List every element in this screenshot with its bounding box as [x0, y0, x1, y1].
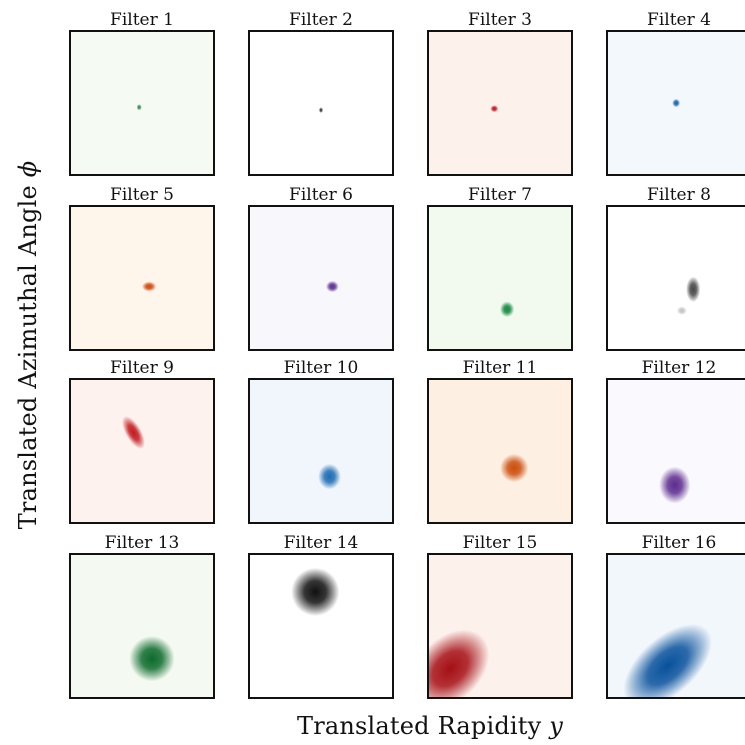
filter-activation-blob — [672, 98, 681, 108]
filter-panel — [606, 378, 745, 524]
filter-panel — [69, 30, 215, 176]
filter-panel — [248, 205, 394, 351]
panel-title: Filter 12 — [641, 358, 717, 378]
filter-activation-blob — [122, 416, 145, 449]
filter-panel — [69, 205, 215, 351]
panel-title: Filter 7 — [468, 185, 532, 205]
filter-activation-blob — [318, 463, 341, 490]
heatmap-svg — [500, 453, 529, 483]
filter-panel — [606, 553, 745, 699]
heatmap-svg — [122, 416, 145, 449]
filter-activation-blob — [490, 105, 499, 113]
panel-title: Filter 3 — [468, 10, 532, 30]
heatmap-svg — [500, 301, 515, 318]
panel-title: Filter 8 — [647, 185, 711, 205]
heatmap-svg — [659, 466, 691, 504]
panel-title: Filter 1 — [110, 10, 174, 30]
panel-title: Filter 4 — [647, 10, 711, 30]
panel-title: Filter 2 — [289, 10, 353, 30]
x-axis-label: Translated Rapidity y — [0, 712, 745, 740]
filter-activation-blob — [659, 466, 691, 504]
heatmap-svg — [325, 280, 339, 293]
x-axis-label-text: Translated Rapidity — [296, 712, 542, 740]
filter-panel — [427, 553, 573, 699]
filter-activation-blob — [429, 629, 490, 697]
filter-activation-blob — [623, 623, 713, 697]
heatmap-svg — [136, 104, 142, 111]
panel-title: Filter 5 — [110, 185, 174, 205]
filter-panel — [427, 30, 573, 176]
filter-panel — [69, 378, 215, 524]
heatmap-svg — [291, 567, 340, 617]
heatmap-svg — [318, 463, 341, 490]
heatmap-svg — [676, 276, 701, 315]
panel-title: Filter 11 — [462, 358, 538, 378]
filter-panel — [606, 30, 745, 176]
heatmap-svg — [623, 623, 713, 697]
filter-activation-blob — [129, 635, 175, 682]
filter-activation-blob — [686, 276, 701, 303]
filter-panel — [606, 205, 745, 351]
panel-title: Filter 16 — [641, 533, 717, 553]
filter-activation-blob — [500, 301, 515, 318]
filter-panel — [248, 553, 394, 699]
y-axis-label-symbol: ϕ — [14, 160, 42, 178]
filter-activation-blob — [500, 453, 529, 483]
filter-activation-blob — [142, 281, 157, 292]
panel-title: Filter 13 — [104, 533, 180, 553]
y-axis-label-text: Translated Azimuthal Angle — [14, 185, 42, 530]
heatmap-svg — [142, 281, 157, 292]
filter-panel — [427, 205, 573, 351]
heatmap-svg — [129, 635, 175, 682]
y-axis-label-container: Translated Azimuthal Angle ϕ — [8, 0, 48, 745]
panel-title: Filter 14 — [283, 533, 359, 553]
heatmap-svg — [318, 107, 324, 113]
filter-panel — [248, 30, 394, 176]
heatmap-svg — [429, 629, 490, 697]
filter-activation-blob — [136, 104, 142, 111]
heatmap-svg — [672, 98, 681, 108]
filter-activation-blob — [318, 107, 324, 113]
filter-panel — [248, 378, 394, 524]
panel-title: Filter 6 — [289, 185, 353, 205]
x-axis-label-symbol: y — [549, 712, 563, 740]
filter-activation-blob — [676, 306, 687, 315]
panel-title: Filter 10 — [283, 358, 359, 378]
panel-title: Filter 15 — [462, 533, 538, 553]
y-axis-label: Translated Azimuthal Angle ϕ — [14, 161, 42, 530]
panel-title: Filter 9 — [110, 358, 174, 378]
heatmap-svg — [490, 105, 499, 113]
filter-activation-blob — [325, 280, 339, 293]
filter-panel — [69, 553, 215, 699]
filter-activation-blob — [291, 567, 340, 617]
filter-panel — [427, 378, 573, 524]
